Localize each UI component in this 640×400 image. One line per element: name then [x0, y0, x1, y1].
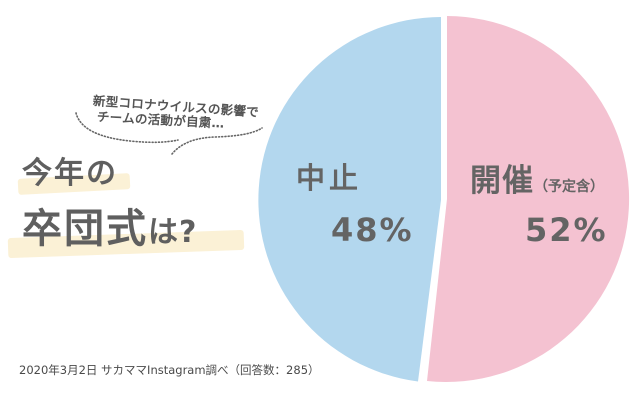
bubble-dotted-line-right — [171, 127, 263, 155]
title-main: 卒団式 — [22, 206, 148, 252]
source-caption: 2020年3月2日 サカママInstagram調べ（回答数：285） — [19, 363, 320, 377]
slice-label-cancel: 中止 — [296, 161, 363, 195]
slice-label-held: 開催（予定含） — [470, 155, 604, 200]
pie-slice-cancel — [258, 17, 441, 382]
title-line1: 今年の — [22, 156, 118, 191]
bubble-dotted-line-left — [75, 112, 179, 144]
held-label-note: （予定含） — [534, 179, 604, 195]
title-tail: は? — [148, 215, 198, 250]
title-line2: 卒団式は? — [22, 196, 197, 254]
slice-value-cancel: 48% — [331, 211, 414, 249]
held-label-main: 開催 — [470, 163, 534, 199]
slice-value-held: 52% — [525, 211, 608, 249]
pie-slice-held — [427, 16, 630, 382]
